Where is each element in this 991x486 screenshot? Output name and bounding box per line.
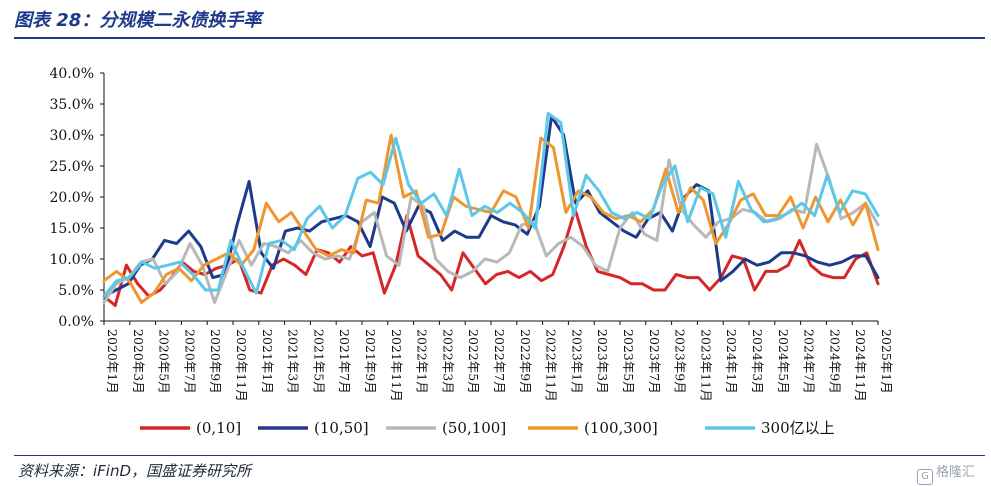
x-tick-label: 2020年5月 bbox=[157, 329, 172, 394]
x-tick-label: 2022年9月 bbox=[518, 329, 533, 394]
y-tick-label: 20.0% bbox=[50, 190, 94, 206]
y-axis: 0.0% 5.0% 10.0% 15.0% 20.0% 25.0% 30.0% 35.0% 40… bbox=[50, 66, 105, 330]
series-line-5 bbox=[102, 111, 880, 298]
y-tick-label: 30.0% bbox=[50, 128, 94, 144]
x-tick-label: 2020年3月 bbox=[131, 329, 146, 394]
y-tick-label: 5.0% bbox=[58, 283, 94, 299]
x-tick-label: 2024年9月 bbox=[827, 329, 842, 394]
x-tick-label: 2024年5月 bbox=[776, 329, 791, 394]
title-rule bbox=[14, 37, 985, 39]
x-tick-label: 2021年5月 bbox=[311, 329, 326, 394]
footer-rule bbox=[14, 455, 985, 456]
x-tick-label: 2021年3月 bbox=[286, 329, 301, 394]
watermark-text: 格隆汇 bbox=[935, 465, 975, 480]
x-tick-label: 2023年3月 bbox=[595, 329, 610, 394]
source-note: 资料来源：iFinD，国盛证券研究所 bbox=[18, 462, 252, 480]
x-tick-label: 2020年1月 bbox=[105, 329, 120, 394]
x-axis: 2020年1月 2020年3月 2020年5月 2020年7月 2020年9月 2020年… bbox=[103, 320, 894, 402]
x-tick-label: 2024年1月 bbox=[724, 329, 739, 394]
legend-label: 300亿以上 bbox=[761, 419, 835, 437]
x-tick-label: 2023年7月 bbox=[647, 329, 662, 394]
x-tick-label: 2023年5月 bbox=[621, 329, 636, 394]
x-tick-label: 2025年1月 bbox=[879, 329, 894, 394]
x-tick-label: 2020年9月 bbox=[208, 329, 223, 394]
y-tick-label: 0.0% bbox=[58, 314, 94, 330]
watermark: G 格隆汇 bbox=[916, 461, 975, 485]
x-tick-label: 2024年11月 bbox=[853, 329, 868, 402]
x-tick-label: 2023年9月 bbox=[673, 329, 688, 394]
x-tick-label: 2021年1月 bbox=[260, 329, 275, 394]
legend-label: (10,50] bbox=[314, 419, 369, 437]
x-tick-label: 2022年11月 bbox=[544, 329, 559, 402]
x-tick-label: 2021年9月 bbox=[363, 329, 378, 394]
x-tick-label: 2022年3月 bbox=[440, 329, 455, 394]
x-tick-label: 2023年11月 bbox=[698, 329, 713, 402]
x-tick-label: 2022年7月 bbox=[492, 329, 507, 394]
y-tick-label: 35.0% bbox=[50, 97, 94, 113]
series-line-4 bbox=[102, 133, 880, 304]
legend-label: (100,300] bbox=[584, 419, 658, 437]
x-tick-label: 2020年7月 bbox=[182, 329, 197, 394]
x-tick-label: 2023年1月 bbox=[569, 329, 584, 394]
legend-label: (0,10] bbox=[196, 419, 241, 437]
x-tick-label: 2021年11月 bbox=[389, 329, 404, 402]
x-tick-label: 2022年5月 bbox=[466, 329, 481, 394]
series-line-1 bbox=[102, 207, 880, 307]
legend: (0,10] (10,50] (50,100] (100,300] 300亿以上 bbox=[140, 419, 835, 437]
y-tick-label: 10.0% bbox=[50, 252, 94, 268]
y-tick-label: 25.0% bbox=[50, 159, 94, 175]
watermark-logo-icon: G bbox=[916, 469, 933, 485]
chart-title: 图表 28：分规模二永债换手率 bbox=[14, 10, 262, 31]
x-tick-label: 2021年7月 bbox=[337, 329, 352, 394]
y-tick-label: 40.0% bbox=[50, 66, 94, 82]
x-tick-label: 2024年3月 bbox=[750, 329, 765, 394]
x-tick-label: 2022年1月 bbox=[415, 329, 430, 394]
series-lines bbox=[102, 111, 880, 307]
x-tick-label: 2020年11月 bbox=[234, 329, 249, 402]
y-tick-label: 15.0% bbox=[50, 221, 94, 237]
legend-label: (50,100] bbox=[442, 419, 506, 437]
x-tick-label: 2024年7月 bbox=[802, 329, 817, 394]
